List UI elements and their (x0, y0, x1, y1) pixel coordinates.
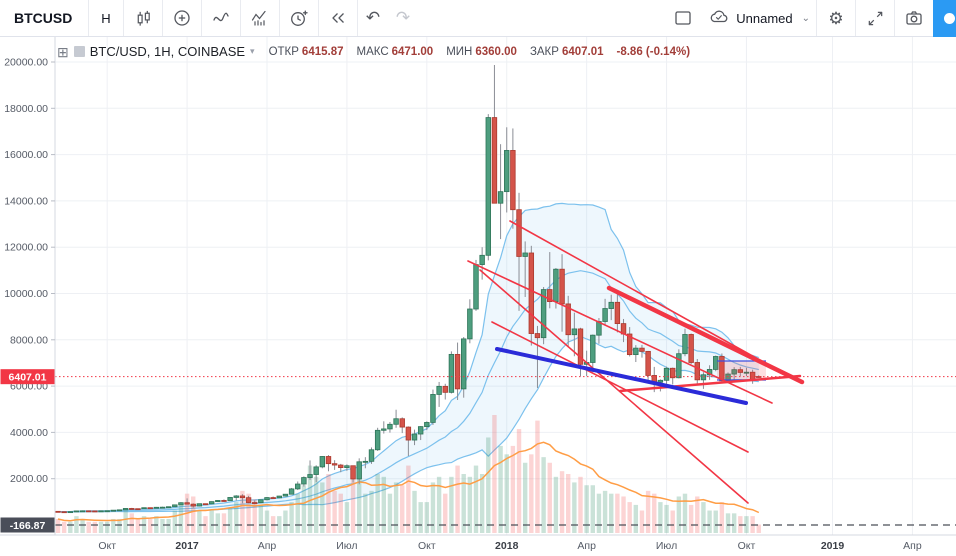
toolbar-separator (855, 0, 856, 36)
layout-name-label: Unnamed (736, 10, 793, 26)
volume-series (55, 415, 761, 533)
ohlc-open: ОТКР 6415.87 (268, 45, 344, 58)
layout-grid-icon (673, 8, 693, 28)
compare-plus-icon (172, 8, 192, 28)
redo-button[interactable]: ↷ (388, 0, 418, 36)
volume-ma-line (57, 441, 760, 522)
publish-button[interactable] (933, 0, 956, 37)
toolbar-separator (357, 0, 358, 36)
svg-text:12000.00: 12000.00 (4, 242, 48, 254)
time-scale-labels: Окт 2017 Апр Июл Окт 2018 Апр Июл Окт 2019 Апр (98, 540, 922, 552)
svg-text:Апр: Апр (903, 540, 922, 552)
instrument-icon (73, 46, 85, 57)
chart-canvas[interactable]: 20000.00 18000.00 16000.00 14000.00 12000.00… (0, 37, 956, 556)
svg-text:2019: 2019 (821, 540, 845, 552)
svg-text:6407.01: 6407.01 (9, 371, 47, 383)
settings-gear-icon: ⚙ (828, 8, 844, 28)
ohlc-change: -8.86 (-0.14%) (616, 45, 691, 58)
svg-text:4000.00: 4000.00 (10, 427, 48, 439)
toolbar-separator (201, 0, 202, 36)
svg-text:2017: 2017 (175, 540, 199, 552)
symbol-title[interactable]: BTC/USD, 1Н, COINBASE (89, 44, 246, 59)
axes (0, 37, 956, 536)
layout-button[interactable] (664, 0, 702, 36)
publish-icon (944, 12, 955, 24)
ohlc-low: МИН 6360.00 (446, 45, 517, 58)
candles-icon (134, 9, 153, 28)
svg-text:Окт: Окт (738, 540, 756, 552)
toolbar-separator (240, 0, 241, 36)
svg-text:Июл: Июл (336, 540, 357, 552)
svg-text:18000.00: 18000.00 (4, 103, 48, 115)
redo-icon: ↷ (395, 8, 411, 27)
replay-icon (328, 8, 348, 28)
interval-button[interactable]: Н (101, 10, 111, 26)
add-symbol-icon[interactable]: ⊞ (57, 43, 69, 60)
fullscreen-button[interactable] (856, 0, 894, 36)
toolbar-separator (123, 0, 124, 36)
svg-text:Окт: Окт (98, 540, 116, 552)
undo-icon: ↶ (365, 8, 381, 27)
toolbar-left-group: BTCUSD Н (0, 0, 418, 36)
legend-caret-icon[interactable]: ▾ (250, 46, 255, 56)
svg-text:8000.00: 8000.00 (10, 334, 48, 346)
candlestick-series (55, 65, 762, 514)
snapshot-button[interactable] (895, 0, 933, 36)
indicators-icon (250, 8, 270, 28)
price-tags: 6407.01 -166.87 (0, 369, 55, 533)
ohlc-high: МАКС 6471.00 (356, 45, 434, 58)
fullscreen-icon (866, 9, 885, 28)
svg-text:Июл: Июл (656, 540, 677, 552)
compare-button[interactable] (163, 0, 201, 36)
toolbar-right-group: Unnamed ⌄ ⚙ (664, 0, 956, 37)
svg-text:14000.00: 14000.00 (4, 195, 48, 207)
alert-button[interactable] (280, 0, 318, 36)
svg-text:2000.00: 2000.00 (10, 473, 48, 485)
toolbar-separator (816, 0, 817, 36)
cloud-saved-icon (708, 7, 730, 30)
svg-text:Апр: Апр (577, 540, 596, 552)
chart-legend: ⊞ BTC/USD, 1Н, COINBASE ▾ ОТКР 6415.87 МА… (57, 44, 703, 59)
reference-lines (55, 376, 956, 526)
svg-text:Окт: Окт (418, 540, 436, 552)
layout-name-menu[interactable]: Unnamed ⌄ (702, 0, 816, 36)
grid (55, 37, 956, 535)
trendline-tool-icon (211, 8, 231, 28)
svg-text:-166.87: -166.87 (10, 520, 46, 532)
line-tools-button[interactable] (202, 0, 240, 36)
chart-area: 20000.00 18000.00 16000.00 14000.00 12000.00… (0, 37, 956, 556)
svg-text:Апр: Апр (258, 540, 277, 552)
svg-text:2018: 2018 (495, 540, 519, 552)
chart-style-button[interactable] (124, 0, 162, 36)
replay-button[interactable] (319, 0, 357, 36)
indicators-button[interactable] (241, 0, 279, 36)
toolbar-separator (88, 0, 89, 36)
settings-button[interactable]: ⚙ (817, 0, 855, 36)
dropdown-chevron-icon: ⌄ (801, 12, 810, 24)
toolbar-separator (894, 0, 895, 36)
price-scale-labels: 20000.00 18000.00 16000.00 14000.00 12000.00… (4, 57, 55, 485)
undo-button[interactable]: ↶ (358, 0, 388, 36)
toolbar-separator (162, 0, 163, 36)
ohlc-close: ЗАКР 6407.01 (529, 45, 604, 58)
top-toolbar: BTCUSD Н (0, 0, 956, 37)
trendline-drawings (467, 220, 805, 504)
svg-text:10000.00: 10000.00 (4, 288, 48, 300)
svg-text:20000.00: 20000.00 (4, 57, 48, 69)
toolbar-separator (318, 0, 319, 36)
symbol-search-button[interactable]: BTCUSD (14, 10, 73, 26)
toolbar-separator (279, 0, 280, 36)
alert-clock-icon (289, 8, 309, 28)
camera-snapshot-icon (904, 8, 924, 28)
svg-text:16000.00: 16000.00 (4, 149, 48, 161)
